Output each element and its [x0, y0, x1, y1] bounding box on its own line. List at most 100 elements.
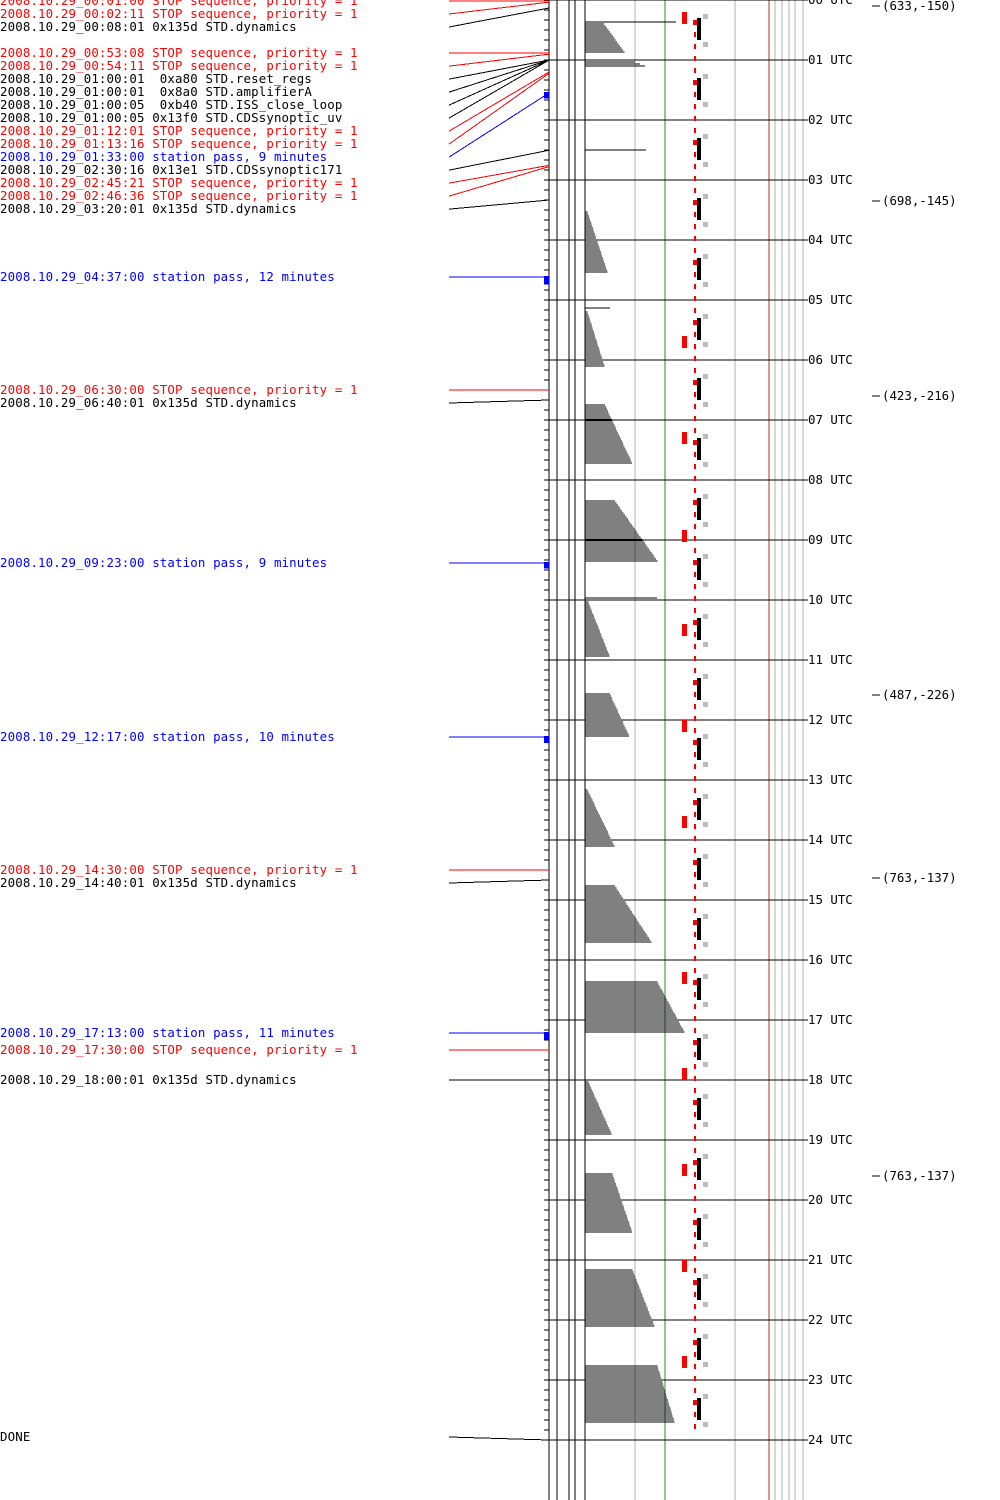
hour-label: 07 UTC — [808, 412, 853, 427]
track-square — [703, 342, 708, 347]
hour-label: 01 UTC — [808, 52, 853, 67]
track-square — [703, 1062, 708, 1067]
stop-marker — [682, 1068, 687, 1080]
event-leader-line — [448, 53, 550, 67]
command-event-label: 2008.10.29_00:08:01 0x135d STD.dynamics — [0, 19, 297, 34]
track-square — [703, 1394, 708, 1399]
track-square — [703, 734, 708, 739]
track-red-tick — [693, 620, 697, 625]
station-event-label: 2008.10.29_12:17:00 station pass, 10 min… — [0, 728, 335, 744]
hour-label: 18 UTC — [808, 1072, 853, 1087]
station-pass-marker — [544, 92, 549, 99]
station-pass-marker — [544, 1032, 549, 1040]
command-event-label: 2008.10.29_03:20:01 0x135d STD.dynamics — [0, 201, 297, 217]
track-square — [703, 1154, 708, 1159]
track-square — [703, 194, 708, 199]
command-event-label: 2008.10.29_02:30:16 0x13e1 STD.CDSsynopt… — [0, 162, 343, 178]
hour-label: 09 UTC — [808, 532, 853, 547]
track-bar — [697, 858, 701, 880]
stop-marker — [682, 1356, 687, 1368]
track-square — [703, 914, 708, 919]
track-bar — [697, 78, 701, 100]
hour-label: 13 UTC — [808, 772, 853, 787]
track-bar — [697, 498, 701, 520]
stop-event-label: 2008.10.29_00:01:00 STOP sequence, prior… — [0, 0, 358, 9]
event-leader-line — [448, 7, 550, 28]
track-square — [703, 674, 708, 679]
event-leader-line — [448, 1, 550, 15]
track-red-tick — [693, 1280, 697, 1285]
track-bar — [697, 1098, 701, 1120]
track-square — [703, 974, 708, 979]
track-bar — [697, 678, 701, 700]
station-event-label: 2008.10.29_04:37:00 station pass, 12 min… — [0, 269, 335, 284]
track-square — [703, 1274, 708, 1279]
track-bar — [697, 378, 701, 400]
track-square — [703, 402, 708, 407]
track-square — [703, 1034, 708, 1039]
track-square — [703, 942, 708, 947]
hour-label: 10 UTC — [808, 592, 853, 607]
track-square — [703, 762, 708, 767]
track-bar — [697, 738, 701, 760]
track-red-tick — [693, 200, 697, 205]
track-red-tick — [693, 380, 697, 385]
station-pass-marker — [544, 276, 549, 285]
stop-marker — [682, 336, 687, 348]
stop-event-label: 2008.10.29_00:53:08 STOP sequence, prior… — [0, 45, 358, 61]
event-leader-line — [448, 72, 550, 145]
track-square — [703, 1182, 708, 1187]
track-bar — [697, 258, 701, 280]
track-square — [703, 522, 708, 527]
track-red-tick — [693, 1220, 697, 1225]
track-square — [703, 702, 708, 707]
command-event-label: 2008.10.29_14:40:01 0x135d STD.dynamics — [0, 875, 297, 890]
track-square — [703, 882, 708, 887]
track-red-tick — [693, 500, 697, 505]
hour-label: 06 UTC — [808, 352, 853, 367]
pointing-coordinate: (633,-150) — [882, 0, 957, 13]
station-event-label: 2008.10.29_17:13:00 station pass, 11 min… — [0, 1025, 335, 1040]
hour-label: 14 UTC — [808, 832, 853, 847]
track-square — [703, 1002, 708, 1007]
track-red-tick — [693, 920, 697, 925]
track-square — [703, 314, 708, 319]
track-square — [703, 854, 708, 859]
track-square — [703, 1422, 708, 1427]
track-square — [703, 134, 708, 139]
hour-label: 05 UTC — [808, 292, 853, 307]
track-red-tick — [693, 860, 697, 865]
track-square — [703, 462, 708, 467]
track-bar — [697, 1398, 701, 1420]
track-red-tick — [693, 20, 697, 25]
hour-label: 00 UTC — [808, 0, 853, 6]
stop-marker — [682, 1164, 687, 1176]
station-event-label: 2008.10.29_09:23:00 station pass, 9 minu… — [0, 554, 328, 570]
event-leader-line — [448, 59, 550, 119]
track-square — [703, 282, 708, 287]
hour-label: 12 UTC — [808, 712, 853, 727]
track-square — [703, 434, 708, 439]
hour-label: 16 UTC — [808, 952, 853, 967]
stop-event-label: 2008.10.29_00:54:11 STOP sequence, prior… — [0, 58, 358, 74]
track-square — [703, 162, 708, 167]
track-bar — [697, 618, 701, 640]
track-square — [703, 614, 708, 619]
track-square — [703, 582, 708, 587]
pointing-coordinate: (423,-216) — [882, 388, 957, 403]
track-square — [703, 1242, 708, 1247]
stop-event-label: 2008.10.29_02:45:21 STOP sequence, prior… — [0, 175, 358, 191]
stop-marker — [682, 12, 687, 24]
pointing-coordinate: (698,-145) — [882, 193, 957, 208]
track-square — [703, 14, 708, 19]
track-square — [703, 42, 708, 47]
hour-label: 17 UTC — [808, 1012, 853, 1027]
track-red-tick — [693, 1400, 697, 1405]
station-pass-marker — [544, 735, 549, 743]
command-event-label: 2008.10.29_01:00:01 0x8a0 STD.amplifierA — [0, 84, 313, 100]
track-bar — [697, 318, 701, 340]
track-square — [703, 222, 708, 227]
stop-event-label: 2008.10.29_06:30:00 STOP sequence, prior… — [0, 382, 358, 397]
stop-event-label: 2008.10.29_01:13:16 STOP sequence, prior… — [0, 136, 358, 152]
